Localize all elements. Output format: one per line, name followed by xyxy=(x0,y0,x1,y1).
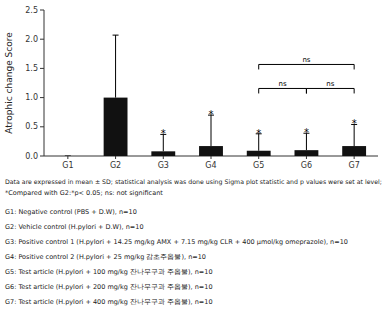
error-bar xyxy=(113,35,119,97)
y-tick xyxy=(40,68,44,69)
group-description: G1: Negative control (PBS + D.W), n=10 xyxy=(5,208,137,216)
error-cap xyxy=(113,35,119,36)
x-tick xyxy=(67,156,68,159)
bracket: ns xyxy=(259,56,354,69)
x-tick-label: G6 xyxy=(301,161,312,170)
y-axis-label: Atrophic change Score xyxy=(4,32,14,134)
x-tick xyxy=(258,156,259,159)
x-tick xyxy=(306,156,307,159)
group-description: G6: Test article (H.pylori + 200 mg/kg 잔… xyxy=(5,283,213,291)
error-bar xyxy=(65,156,71,157)
bracket-label: ns xyxy=(302,56,310,64)
group-description: G4: Positive control 2 (H.pylori + 25 mg… xyxy=(5,253,206,261)
bar xyxy=(151,151,175,156)
x-tick xyxy=(211,156,212,159)
bracket-line xyxy=(306,88,354,93)
bracket: ns xyxy=(259,80,307,93)
y-axis xyxy=(44,10,45,156)
group-description: G2: Vehicle control (H.pylori + D.W), n=… xyxy=(5,223,144,231)
group-description: G7: Test article (H.pylori + 400 mg/kg 잔… xyxy=(5,298,213,306)
chart: 0.0 0.5 1.0 1.5 2.0 2.5 Atrophic change Score G… xyxy=(0,0,388,328)
significance-mark: * xyxy=(209,109,214,120)
y-tick xyxy=(40,39,44,40)
bracket-line xyxy=(259,64,354,69)
bracket: ns xyxy=(306,80,354,93)
y-tick-label: 0.0 xyxy=(25,152,38,161)
y-tick-label: 1.0 xyxy=(25,93,38,102)
x-tick xyxy=(354,156,355,159)
bar xyxy=(342,146,366,156)
y-tick-label: 2.5 xyxy=(25,6,38,15)
bar xyxy=(104,98,128,156)
bracket-label: ns xyxy=(279,80,287,88)
bracket-label: ns xyxy=(326,80,334,88)
y-tick xyxy=(40,126,44,127)
bar xyxy=(199,146,223,156)
significance-mark: * xyxy=(352,118,357,129)
y-tick xyxy=(40,97,44,98)
y-tick-label: 2.0 xyxy=(25,35,38,44)
x-tick-label: G2 xyxy=(110,161,121,170)
error-cap xyxy=(65,156,71,157)
x-tick xyxy=(163,156,164,159)
footnote: *Compared with G2:*p< 0.05; ns: not sign… xyxy=(5,189,163,197)
plot-area xyxy=(65,35,366,156)
significance-mark: * xyxy=(304,127,309,138)
bar xyxy=(247,151,271,156)
error-line xyxy=(115,35,116,97)
significance-mark: * xyxy=(161,128,166,139)
bar xyxy=(56,156,80,157)
x-tick-label: G5 xyxy=(253,161,264,170)
group-description: G5: Test article (H.pylori + 100 mg/kg 잔… xyxy=(5,268,213,276)
footnote: Data are expressed in mean ± SD; statist… xyxy=(5,178,382,186)
x-tick-label: G7 xyxy=(348,161,359,170)
y-tick-label: 0.5 xyxy=(25,122,38,131)
significance-mark: * xyxy=(256,128,261,139)
bracket-line xyxy=(259,88,307,93)
bar xyxy=(295,150,319,156)
y-tick-label: 1.5 xyxy=(25,64,38,73)
y-tick xyxy=(40,10,44,11)
group-description: G3: Positive control 1 (H.pylori + 14.25… xyxy=(5,238,348,246)
x-tick xyxy=(115,156,116,159)
y-tick xyxy=(40,156,44,157)
x-tick-label: G4 xyxy=(205,161,216,170)
x-tick-label: G3 xyxy=(158,161,169,170)
x-tick-label: G1 xyxy=(62,161,73,170)
